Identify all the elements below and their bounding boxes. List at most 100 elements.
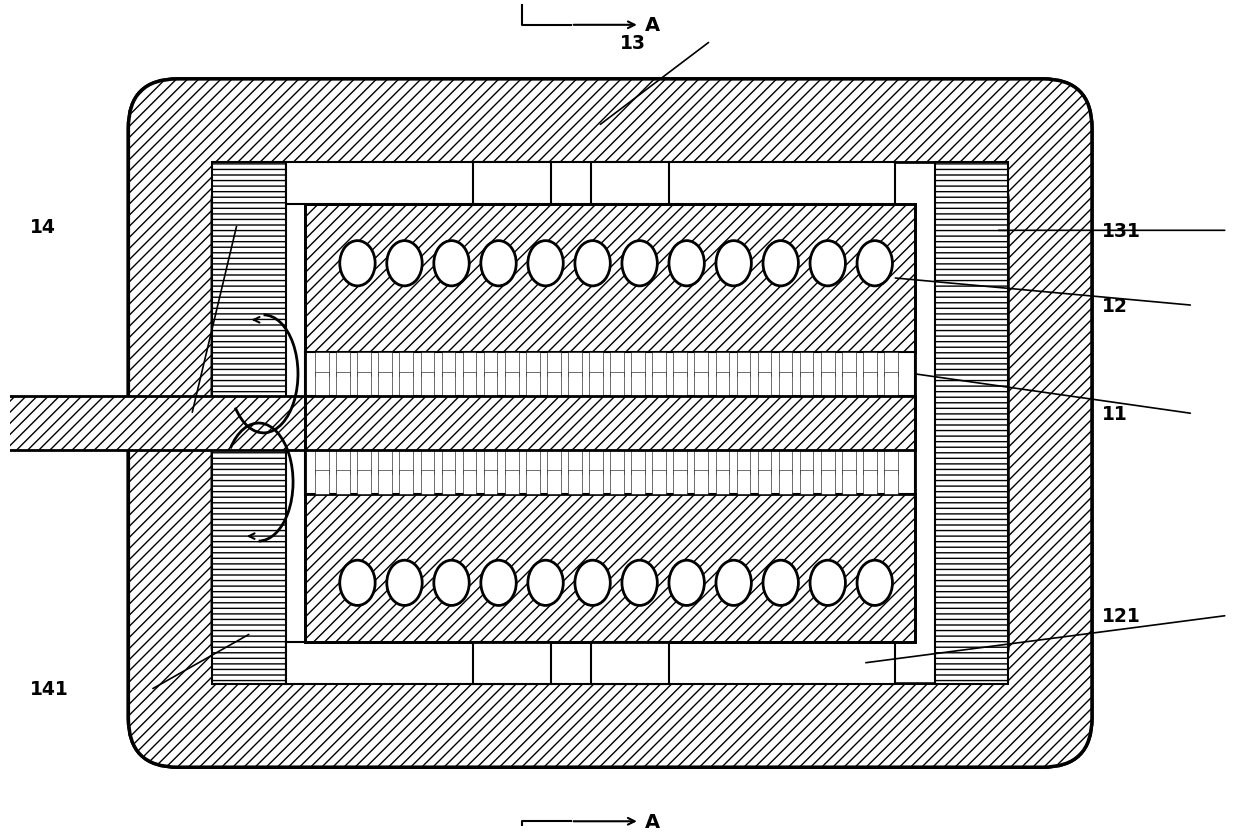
Bar <box>715 372 729 396</box>
Text: 12: 12 <box>1102 296 1127 315</box>
Bar <box>505 451 518 475</box>
Bar <box>399 451 413 475</box>
Bar <box>568 471 582 495</box>
Bar <box>652 451 666 475</box>
Bar <box>526 471 539 495</box>
Bar <box>652 372 666 396</box>
Bar <box>463 372 476 396</box>
FancyBboxPatch shape <box>129 79 1092 767</box>
Bar <box>420 451 434 475</box>
Bar <box>378 372 392 396</box>
Bar <box>673 352 687 377</box>
Ellipse shape <box>434 560 469 606</box>
Bar <box>547 451 560 475</box>
Bar <box>737 372 750 396</box>
Bar <box>315 352 329 377</box>
Bar <box>631 451 645 475</box>
Bar <box>357 352 371 377</box>
Bar <box>463 471 476 495</box>
Bar <box>357 372 371 396</box>
Bar <box>842 352 856 377</box>
Bar <box>472 163 551 205</box>
Ellipse shape <box>668 242 704 287</box>
Ellipse shape <box>528 560 563 606</box>
Bar <box>0 396 305 451</box>
Bar <box>420 471 434 495</box>
Bar <box>779 352 792 377</box>
Bar <box>336 471 350 495</box>
Bar <box>472 642 551 684</box>
Bar <box>505 372 518 396</box>
Bar <box>484 352 497 377</box>
Bar <box>315 471 329 495</box>
Ellipse shape <box>528 242 563 287</box>
Ellipse shape <box>857 560 893 606</box>
Ellipse shape <box>340 560 376 606</box>
Bar <box>315 451 329 475</box>
Bar <box>568 352 582 377</box>
Bar <box>305 205 915 642</box>
Bar <box>842 451 856 475</box>
Bar <box>935 163 1008 684</box>
Ellipse shape <box>434 242 469 287</box>
Bar <box>800 352 813 377</box>
Bar <box>821 451 835 475</box>
Ellipse shape <box>481 242 516 287</box>
Bar <box>484 372 497 396</box>
Bar <box>737 471 750 495</box>
Bar <box>610 372 624 396</box>
Bar <box>336 372 350 396</box>
Bar <box>526 451 539 475</box>
Bar <box>568 372 582 396</box>
Bar <box>420 372 434 396</box>
Ellipse shape <box>387 242 422 287</box>
Bar <box>420 352 434 377</box>
Bar <box>305 495 915 642</box>
Ellipse shape <box>763 560 799 606</box>
Bar <box>715 471 729 495</box>
Bar <box>652 471 666 495</box>
Text: A: A <box>645 812 660 831</box>
Bar <box>547 372 560 396</box>
Bar <box>863 451 877 475</box>
Bar <box>884 352 898 377</box>
Bar <box>884 372 898 396</box>
Bar <box>631 352 645 377</box>
Bar <box>758 471 771 495</box>
Bar <box>441 372 455 396</box>
Bar <box>589 471 603 495</box>
Bar <box>590 163 670 205</box>
Bar <box>673 471 687 495</box>
Text: 14: 14 <box>30 217 56 237</box>
Bar <box>610 471 624 495</box>
Bar <box>694 372 708 396</box>
Bar <box>737 352 750 377</box>
Bar <box>737 451 750 475</box>
Bar <box>526 372 539 396</box>
Bar <box>315 372 329 396</box>
Ellipse shape <box>668 560 704 606</box>
Bar <box>779 471 792 495</box>
Bar <box>863 372 877 396</box>
Bar <box>441 471 455 495</box>
Bar <box>305 352 915 396</box>
FancyBboxPatch shape <box>129 79 1092 767</box>
Bar <box>631 471 645 495</box>
Ellipse shape <box>575 560 610 606</box>
Bar <box>305 451 915 495</box>
Bar <box>590 642 670 684</box>
Bar <box>505 471 518 495</box>
Bar <box>715 352 729 377</box>
Bar <box>547 352 560 377</box>
Bar <box>399 471 413 495</box>
Ellipse shape <box>481 560 516 606</box>
Bar <box>378 451 392 475</box>
Bar <box>505 352 518 377</box>
Bar <box>694 352 708 377</box>
Bar <box>800 372 813 396</box>
Bar <box>285 642 895 684</box>
Bar <box>526 352 539 377</box>
Bar <box>378 352 392 377</box>
Text: 121: 121 <box>1102 607 1141 625</box>
Bar <box>758 352 771 377</box>
